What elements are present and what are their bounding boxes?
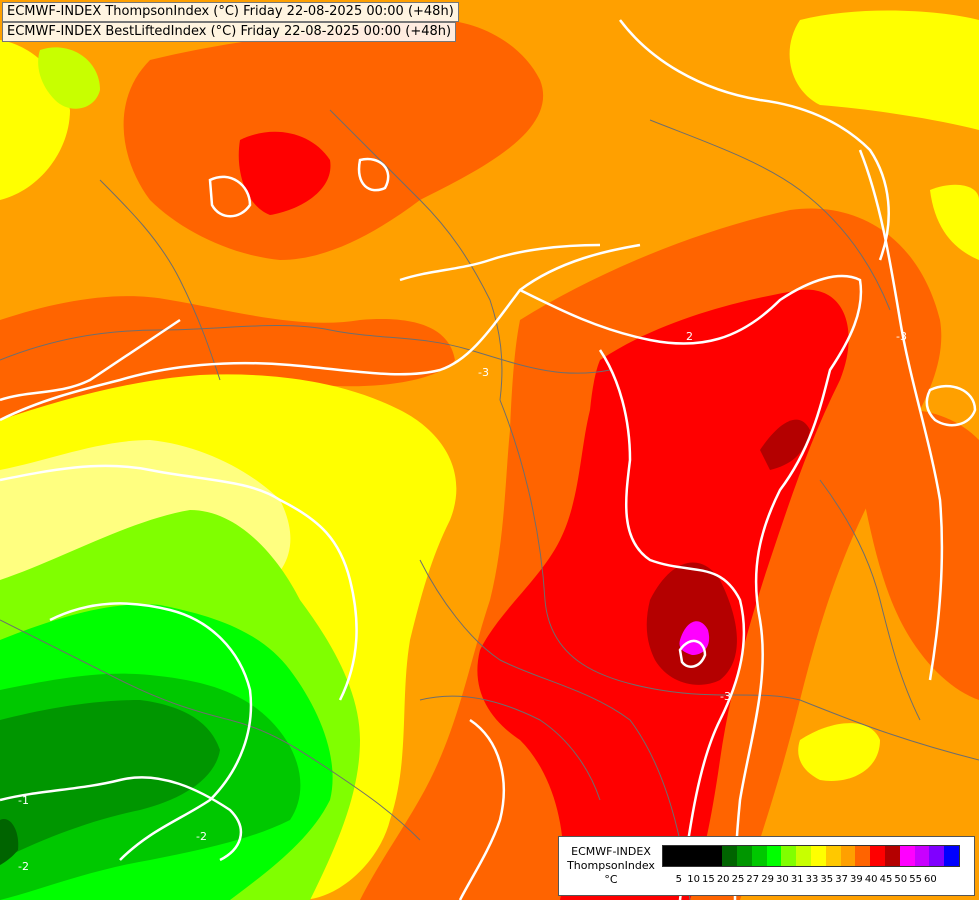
legend-tick: 37	[835, 874, 848, 885]
legend-parameter: ThompsonIndex	[567, 859, 655, 872]
legend-tick: 20	[716, 874, 730, 885]
legend-swatch	[766, 846, 782, 866]
field-darkestgreen-sw	[0, 819, 19, 865]
legend-swatch	[663, 846, 678, 866]
legend-swatch	[707, 846, 723, 866]
legend-tick: 25	[731, 874, 745, 885]
contour-label-1: -1	[18, 794, 29, 807]
legend-swatch	[781, 846, 797, 866]
field-darkgreen-sw	[0, 700, 220, 860]
map-title-thompson: ECMWF-INDEX ThompsonIndex (°C) Friday 22…	[2, 2, 459, 22]
contour-label-3a: -3	[478, 366, 489, 379]
legend-swatch	[722, 846, 737, 866]
legend-swatch	[855, 846, 871, 866]
field-darkorange-se	[860, 409, 979, 700]
legend-swatch	[929, 846, 945, 866]
legend-tick: 5	[675, 874, 682, 885]
legend-swatch	[751, 846, 767, 866]
field-yellow-right	[930, 184, 979, 260]
color-legend: ECMWF-INDEX ThompsonIndex °C 5 10 15 20 25 27…	[558, 836, 975, 896]
field-lightgreen-nw	[38, 47, 100, 109]
legend-swatch	[870, 846, 885, 866]
legend-unit: °C	[604, 873, 618, 886]
legend-swatch	[692, 846, 708, 866]
legend-title: ECMWF-INDEX ThompsonIndex °C	[561, 845, 661, 887]
legend-tick: 55	[909, 874, 922, 885]
legend-tick: 45	[879, 874, 893, 885]
legend-tick: 33	[805, 874, 819, 885]
legend-swatch	[825, 846, 841, 866]
contour-label-3b: -3	[720, 690, 731, 703]
legend-tick: 50	[894, 874, 908, 885]
legend-swatch	[944, 846, 959, 866]
field-darkred-east	[760, 419, 810, 470]
contour-label-3c: -3	[896, 330, 907, 343]
legend-tick-labels: 5 10 15 20 25 27 29 30 31 33 35 37 39 40 45 50 55 60	[662, 874, 972, 888]
field-magenta-core	[679, 621, 710, 655]
legend-tick: 31	[790, 874, 804, 885]
field-yellow-upper-right	[789, 10, 979, 131]
legend-tick: 29	[761, 874, 774, 885]
legend-swatch	[677, 846, 693, 866]
legend-tick: 30	[776, 874, 789, 885]
map-title-lifted: ECMWF-INDEX BestLiftedIndex (°C) Friday …	[2, 22, 457, 42]
field-yellow-se	[798, 723, 880, 781]
legend-tick: 27	[746, 874, 760, 885]
legend-color-bar	[662, 845, 960, 867]
legend-tick: 60	[924, 874, 937, 885]
field-red-north	[238, 131, 331, 215]
legend-model: ECMWF-INDEX	[571, 845, 651, 858]
legend-swatch	[884, 846, 900, 866]
legend-tick: 39	[850, 874, 863, 885]
legend-tick: 40	[864, 874, 878, 885]
legend-tick: 35	[820, 874, 834, 885]
legend-swatch	[796, 846, 811, 866]
legend-swatch	[810, 846, 826, 866]
legend-tick: 15	[702, 874, 715, 885]
legend-swatch	[914, 846, 930, 866]
country-borders	[0, 109, 979, 900]
legend-swatch	[840, 846, 856, 866]
contour-label-2b: -2	[196, 830, 207, 843]
legend-swatch	[899, 846, 915, 866]
field-north-dark-orange	[123, 19, 544, 261]
contour-label-2: 2	[686, 330, 693, 343]
contour-label-2c: -2	[18, 860, 29, 873]
legend-swatch	[736, 846, 752, 866]
lifted-index-contours	[0, 19, 977, 900]
legend-tick: 10	[687, 874, 700, 885]
